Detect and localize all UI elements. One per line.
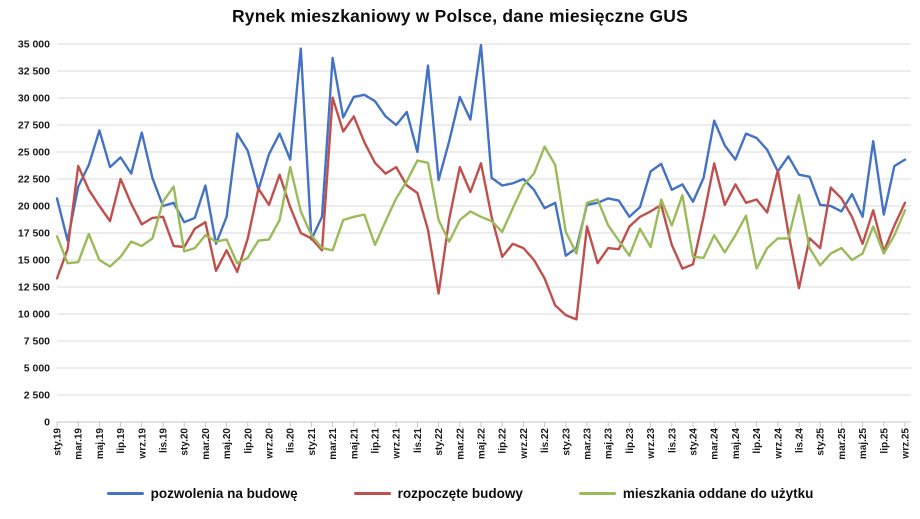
plot-area: 0 2 500 5 000 7 500 10 000 12 500 15 000 17 500… [18,39,912,460]
y-axis-tick-label: 5 000 [24,363,50,375]
x-axis-tick-label: sty.23 [561,428,572,456]
x-axis-tick-label: sty.20 [180,428,191,456]
x-axis-tick-label: sty.19 [53,428,64,456]
x-axis-tick-label: sty.21 [307,428,318,456]
legend-line-swatch [578,491,616,496]
x-axis-tick-label: lis.23 [667,428,678,453]
x-axis-tick-label: wrz.24 [773,428,784,460]
x-axis-tick-label: sty.25 [816,428,827,456]
legend-item-1: rozpoczęte budowy [353,486,523,501]
x-axis-tick-label: mar.23 [583,428,594,460]
x-axis-tick-label: lip.19 [116,428,127,454]
y-axis-tick-label: 25 000 [18,147,50,159]
x-axis-tick-label: maj.25 [858,428,869,460]
x-axis-tick-label: lis.24 [795,428,806,453]
legend-item-2: mieszkania oddane do użytku [578,486,814,501]
y-axis-tick-label: 35 000 [18,39,50,51]
legend-label: rozpoczęte budowy [397,486,523,501]
x-axis-tick-label: mar.20 [201,428,212,460]
y-axis-tick-label: 0 [44,417,50,429]
x-axis-tick-label: wrz.19 [137,428,148,460]
y-axis-tick-label: 15 000 [18,255,50,267]
series-line-0 [55,43,907,257]
x-axis-tick-label: maj.21 [349,428,360,460]
x-axis-tick-label: wrz.20 [265,428,276,460]
x-axis-tick-label: lip.20 [243,428,254,454]
x-axis-tick-label: lip.22 [498,428,509,454]
x-axis-tick-label: lis.19 [159,428,170,453]
series-line-1 [55,96,907,321]
legend: pozwolenia na budowę rozpoczęte budowy mie… [0,486,920,501]
y-axis-tick-label: 2 500 [24,390,50,402]
x-axis-tick-label: maj.22 [477,428,488,460]
x-axis-tick-label: lip.23 [625,428,636,454]
x-axis-tick-label: wrz.25 [901,428,912,460]
y-axis-tick-label: 7 500 [24,336,50,348]
x-axis-tick-label: mar.25 [837,428,848,460]
x-axis-tick-label: mar.24 [710,428,721,460]
x-axis-tick-label: lis.21 [413,428,424,453]
x-axis-tick-label: lis.22 [540,428,551,453]
chart-title: Rynek mieszkaniowy w Polsce, dane miesię… [231,6,689,26]
y-axis-tick-label: 10 000 [18,309,50,321]
x-axis-tick-label: wrz.22 [519,428,530,460]
x-axis-tick-label: lip.21 [371,428,382,454]
x-axis-tick-label: lip.24 [752,428,763,454]
x-axis-tick-label: maj.24 [731,428,742,460]
legend-line-swatch [353,491,391,496]
y-axis-tick-label: 17 500 [18,228,50,240]
x-axis-tick-label: maj.20 [222,428,233,460]
x-axis-tick-label: wrz.23 [646,428,657,460]
x-axis-tick-label: lip.25 [879,428,890,454]
x-axis-tick-label: mar.22 [455,428,466,460]
legend-line-swatch [106,491,144,496]
x-axis-tick-label: mar.21 [328,428,339,460]
y-axis-tick-label: 30 000 [18,93,50,105]
legend-label: pozwolenia na budowę [150,486,298,501]
x-axis-tick-label: maj.19 [95,428,106,460]
series-line-2 [55,145,907,270]
x-axis-tick-label: lis.20 [286,428,297,453]
y-axis-tick-label: 32 500 [18,66,50,78]
y-axis-tick-label: 12 500 [18,282,50,294]
y-axis-tick-label: 27 500 [18,120,50,132]
y-axis-tick-label: 22 500 [18,174,50,186]
x-axis-tick-label: sty.24 [689,428,700,456]
legend-label: mieszkania oddane do użytku [622,486,814,501]
x-axis-tick-label: maj.23 [604,428,615,460]
x-axis-tick-label: sty.22 [434,428,445,456]
x-axis-tick-label: wrz.21 [392,428,403,460]
x-axis-tick-label: mar.19 [74,428,85,460]
y-axis-tick-label: 20 000 [18,201,50,213]
legend-item-0: pozwolenia na budowę [106,486,298,501]
